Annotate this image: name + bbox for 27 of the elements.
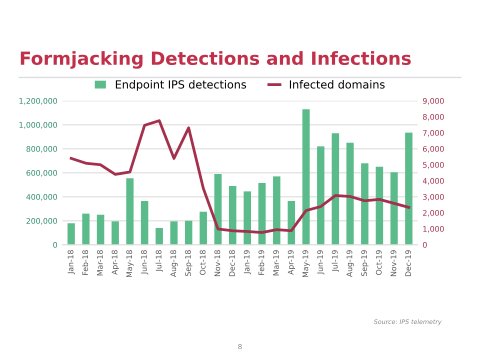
bar bbox=[184, 220, 192, 245]
bar bbox=[273, 176, 280, 245]
bar bbox=[288, 201, 296, 245]
bar bbox=[156, 228, 163, 245]
bar bbox=[126, 178, 134, 245]
bar bbox=[96, 214, 104, 245]
line-series bbox=[70, 119, 410, 234]
bar bbox=[82, 214, 90, 245]
legend-label: Infected domains bbox=[290, 80, 385, 89]
bar bbox=[228, 186, 236, 245]
bar bbox=[244, 191, 252, 245]
bar bbox=[317, 146, 324, 245]
bar bbox=[140, 201, 148, 245]
chart-title: Formjacking Detections and Infections bbox=[20, 51, 411, 69]
bar bbox=[258, 183, 266, 245]
bar bbox=[112, 221, 119, 245]
bar bbox=[390, 172, 398, 245]
bar bbox=[361, 163, 368, 245]
bar bbox=[68, 223, 75, 245]
bar bbox=[405, 132, 412, 245]
legend-label: Endpoint IPS detections bbox=[116, 80, 246, 91]
bar bbox=[200, 212, 207, 245]
bar bbox=[170, 221, 178, 245]
bar bbox=[376, 166, 384, 245]
bar bbox=[346, 142, 354, 245]
bar bbox=[332, 133, 340, 245]
bar bbox=[302, 109, 310, 245]
